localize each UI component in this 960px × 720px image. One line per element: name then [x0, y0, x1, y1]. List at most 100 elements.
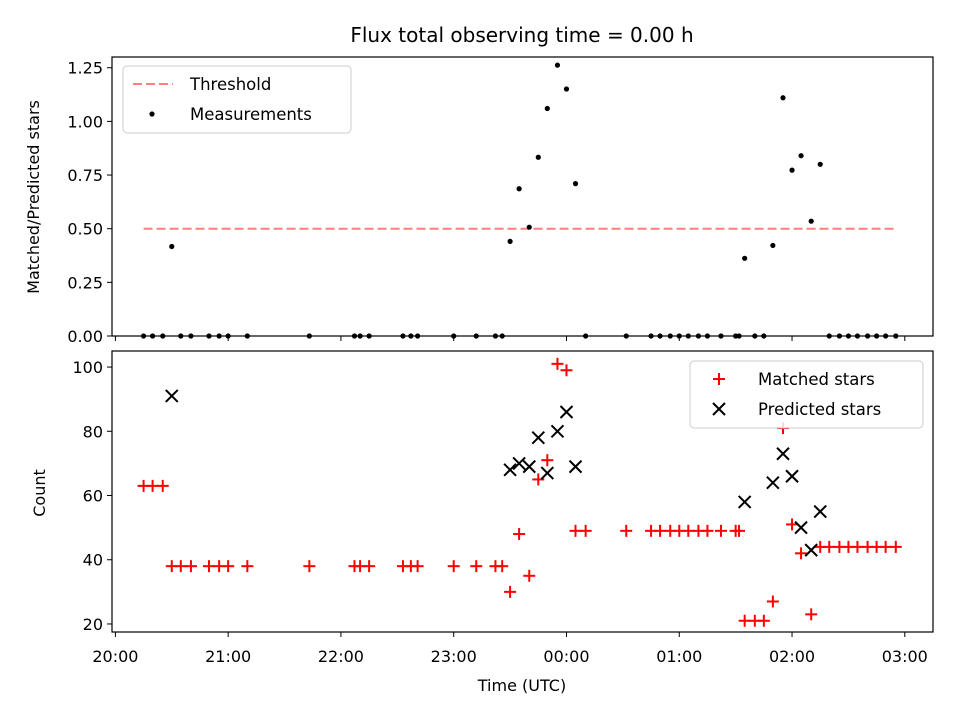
- measurement-point: [535, 154, 541, 160]
- matched-star-point: [513, 528, 526, 541]
- legend-matched-label: Matched stars: [758, 370, 875, 389]
- measurement-point: [554, 62, 561, 68]
- bottom-y-tick-label: 60: [83, 487, 103, 506]
- matched-star-point: [560, 364, 573, 377]
- top-legend-frame: [122, 65, 352, 134]
- top-y-tick-label: 0.50: [67, 220, 103, 239]
- predicted-star-point: [503, 463, 517, 477]
- top-panel: 0.00 0.25 0.50 0.75 1.00 1.25 Matched/Predict…: [24, 56, 934, 346]
- top-y-tick-label: 0.25: [67, 273, 103, 292]
- matched-star-point: [174, 560, 187, 573]
- matched-star-point: [823, 540, 836, 553]
- legend-measurements-swatch: [149, 111, 155, 117]
- measurement-point: [808, 218, 814, 224]
- predicted-star-point: [559, 405, 574, 419]
- bottom-legend-frame: [689, 360, 924, 429]
- matched-star-point: [523, 569, 536, 582]
- bottom-y-axis-label: Count: [30, 469, 49, 517]
- predicted-star-point: [785, 469, 799, 483]
- chart-title: Flux total observing time = 0.00 h: [350, 23, 693, 47]
- matched-star-point: [766, 595, 779, 608]
- matched-star-point: [541, 454, 554, 467]
- measurement-point: [572, 181, 579, 187]
- predicted-star-point: [540, 466, 555, 480]
- predicted-star-point: [531, 431, 545, 445]
- top-y-ticks: 0.00 0.25 0.50 0.75 1.00 1.25: [67, 59, 112, 346]
- bottom-axes-frame: [111, 350, 934, 633]
- bottom-panel: 20 40 60 80 100 20:00 21:00 22:00 23:00 00:00 01:…: [30, 350, 934, 695]
- measurement-point: [507, 238, 513, 244]
- predicted-star-point: [165, 389, 179, 403]
- bottom-x-tick-label: 02:00: [769, 647, 815, 666]
- bottom-y-ticks: 20 40 60 80 100: [72, 358, 112, 634]
- legend-threshold-label: Threshold: [189, 75, 271, 94]
- predicted-star-point: [512, 456, 526, 471]
- matched-star-point: [411, 560, 424, 573]
- bottom-plot-area: [137, 357, 902, 627]
- bottom-y-tick-label: 20: [83, 615, 103, 634]
- bottom-y-tick-label: 40: [83, 551, 103, 570]
- matched-star-point: [733, 524, 746, 537]
- matched-star-point: [146, 479, 159, 492]
- predicted-star-point: [766, 475, 780, 490]
- matched-star-point: [551, 357, 564, 370]
- bottom-x-tick-label: 20:00: [92, 647, 138, 666]
- matched-star-point: [786, 518, 799, 531]
- legend-predicted-label: Predicted stars: [758, 400, 881, 419]
- predicted-star-point: [813, 504, 827, 519]
- matched-star-point: [757, 614, 770, 627]
- predicted-star-point: [776, 447, 790, 461]
- matched-star-point: [682, 524, 695, 537]
- matched-star-point: [447, 560, 460, 573]
- top-x-ticks: [114, 336, 906, 341]
- bottom-x-ticks: 20:00 21:00 22:00 23:00 00:00 01:00 02:00 03:00: [92, 632, 928, 666]
- matched-star-point: [222, 560, 235, 573]
- measurement-point: [742, 255, 748, 261]
- bottom-x-tick-label: 00:00: [543, 647, 589, 666]
- matched-star-point: [620, 524, 633, 537]
- bottom-x-tick-label: 03:00: [882, 647, 928, 666]
- top-axes-frame: [111, 56, 934, 337]
- legend-predicted-swatch: [712, 402, 726, 416]
- legend-measurements-label: Measurements: [190, 105, 312, 124]
- bottom-x-tick-label: 01:00: [656, 647, 702, 666]
- matched-star-point: [879, 540, 892, 553]
- measurement-point: [798, 153, 804, 159]
- matched-star-point: [156, 479, 169, 492]
- bottom-legend: Matched stars Predicted stars: [689, 360, 924, 429]
- matched-star-point: [714, 524, 727, 537]
- matched-star-point: [504, 585, 517, 598]
- matched-star-point: [470, 560, 483, 573]
- matched-star-point: [738, 614, 751, 627]
- matched-star-point: [202, 560, 215, 573]
- predicted-star-point: [550, 424, 565, 438]
- matched-star-point: [805, 608, 818, 621]
- predicted-star-point: [794, 520, 808, 535]
- top-y-axis-label: Matched/Predicted stars: [24, 100, 43, 294]
- measurement-point: [563, 86, 570, 92]
- top-legend: Threshold Measurements: [122, 65, 352, 134]
- bottom-y-tick-label: 100: [72, 358, 103, 377]
- bottom-x-tick-label: 23:00: [431, 647, 477, 666]
- measurement-point: [526, 224, 532, 230]
- measurement-point: [789, 167, 795, 173]
- matched-star-point: [795, 547, 808, 560]
- matched-star-point: [496, 560, 509, 573]
- top-y-tick-label: 1.25: [67, 59, 103, 78]
- predicted-star-point: [737, 495, 752, 509]
- predicted-star-point: [568, 459, 583, 474]
- matched-star-point: [654, 524, 667, 537]
- bottom-y-tick-label: 80: [83, 422, 103, 441]
- matched-star-point: [579, 524, 592, 537]
- top-y-tick-label: 1.00: [67, 112, 103, 131]
- measurement-point: [780, 95, 786, 101]
- bottom-x-axis-label: Time (UTC): [477, 676, 566, 695]
- measurement-point: [817, 161, 823, 167]
- matched-star-point: [303, 560, 316, 573]
- predicted-star-point: [522, 459, 536, 474]
- legend-matched-swatch: [713, 373, 725, 385]
- matched-star-point: [241, 560, 254, 573]
- matched-star-point: [701, 524, 714, 537]
- matched-star-point: [569, 524, 582, 537]
